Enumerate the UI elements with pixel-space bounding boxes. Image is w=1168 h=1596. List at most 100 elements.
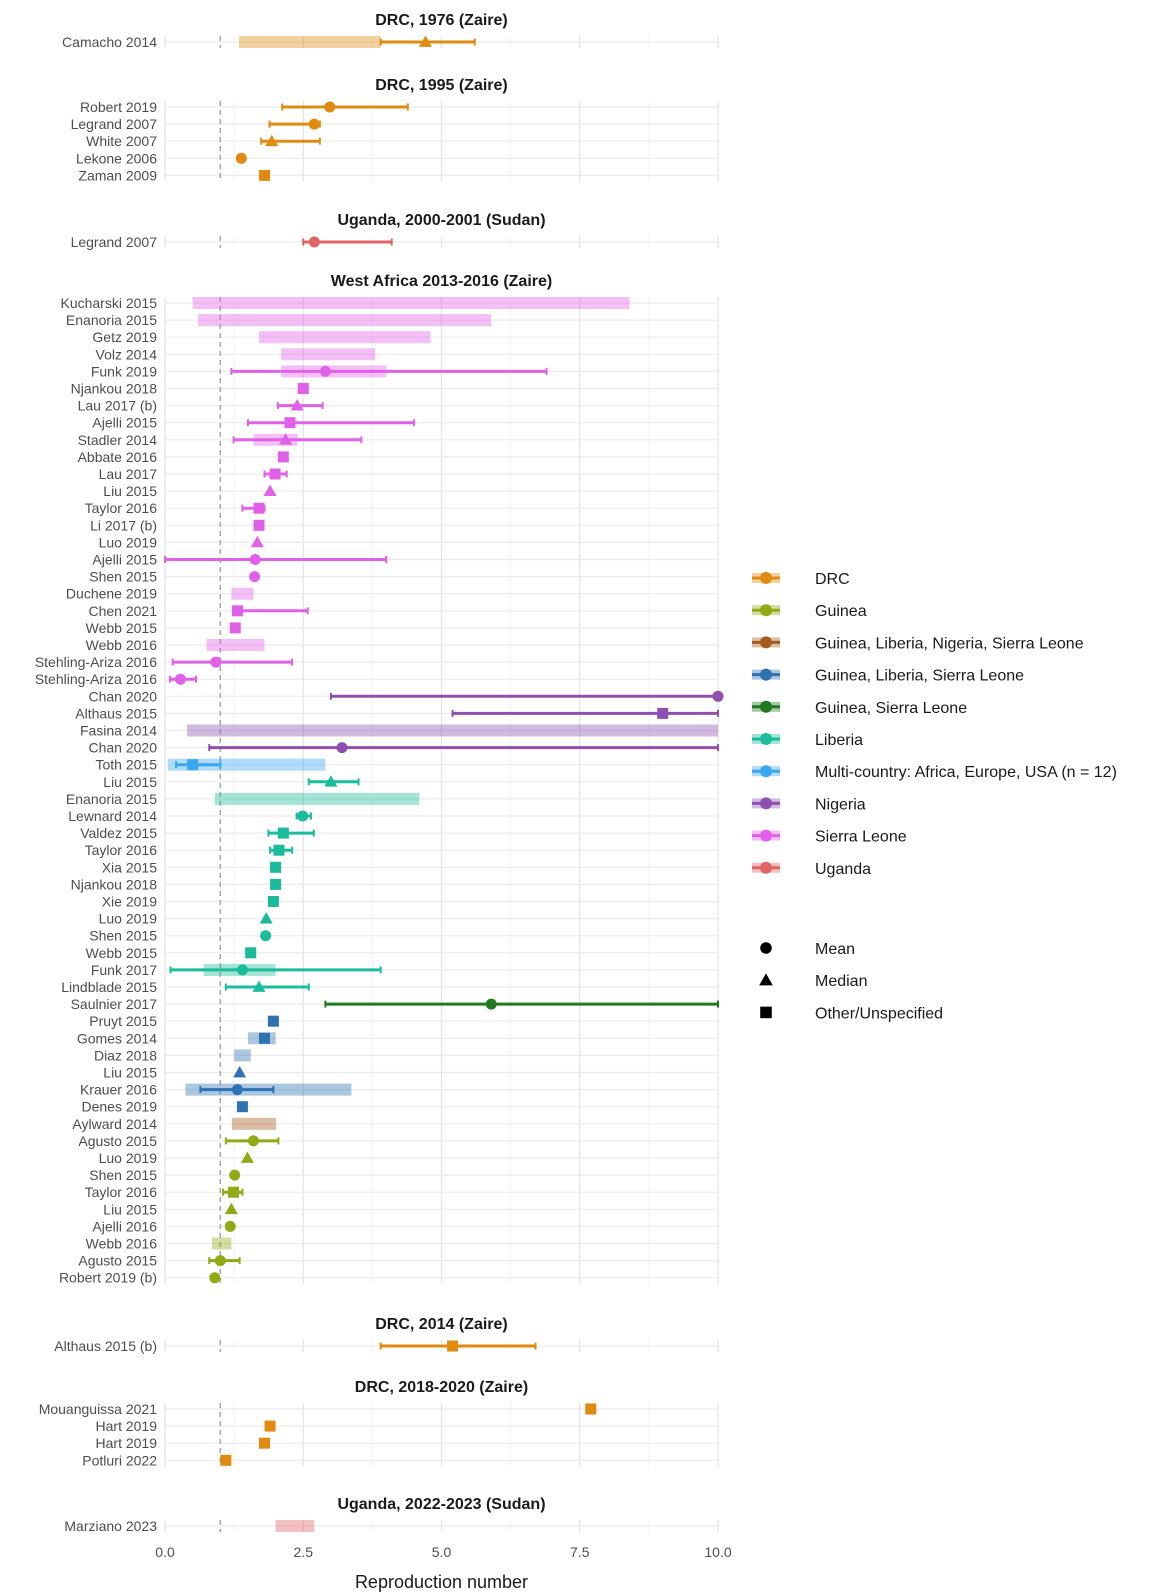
legend-shape-item: Mean [760,941,855,958]
point-estimate [233,1066,247,1078]
legend-item: Liberia [752,732,863,749]
point-estimate [259,1032,271,1044]
legend-label: Liberia [815,732,863,749]
range-bar [259,331,431,344]
point-estimate [252,980,266,992]
row-label: Taylor 2016 [85,1184,158,1200]
legend-item: Nigeria [752,796,866,813]
row-label: Althaus 2015 [75,705,157,721]
point-estimate [220,1454,232,1466]
panel-title: DRC, 2014 (Zaire) [375,1316,508,1333]
point-estimate [224,1220,236,1232]
row-label: Luo 2019 [99,1150,158,1166]
legend-marker-key [760,765,772,778]
legend-label: Uganda [815,861,871,878]
point-estimate [236,964,248,976]
legend-shape-circle [760,942,772,954]
range-bar [192,297,630,309]
range-bar [206,639,265,651]
x-tick-label: 5.0 [432,1544,452,1560]
x-tick-label: 10.0 [704,1544,731,1560]
row-label: Pruyt 2015 [89,1013,157,1029]
legend-marker-key [760,797,772,810]
range-bar [231,1117,277,1130]
row-label: Enanoria 2015 [66,791,157,807]
row-label: Taylor 2016 [85,500,158,516]
point-estimate [229,622,241,634]
range-bar [214,792,420,805]
point-estimate [485,998,497,1010]
row-label: Lau 2017 [99,466,158,482]
point-estimate [253,502,265,514]
row-label: Mouanguissa 2021 [39,1401,158,1417]
point-estimate [270,861,282,873]
point-estimate [264,1420,276,1432]
point-estimate [297,383,309,394]
point-estimate [247,1135,259,1147]
row-label: Althaus 2015 (b) [54,1338,157,1354]
point-estimate [284,417,296,429]
legend-item: Sierra Leone [752,829,907,846]
panel-5: DRC, 2018-2020 (Zaire)Mouanguissa 2021Ha… [39,1379,719,1468]
legend-shape-label: Median [815,973,867,990]
point-estimate [236,1101,248,1113]
row-label: Chen 2021 [88,603,157,619]
panel-title: DRC, 1976 (Zaire) [375,12,508,29]
point-estimate [263,484,277,496]
row-label: Funk 2017 [91,962,157,978]
point-estimate [273,844,285,856]
point-estimate [231,605,243,617]
row-label: Gomes 2014 [77,1030,157,1046]
row-label: Lau 2017 (b) [78,398,157,414]
row-label: Lewnard 2014 [68,808,157,824]
point-estimate [447,1340,459,1352]
point-estimate [336,742,348,754]
legend-marker-key [760,668,772,681]
row-label: Toth 2015 [96,757,158,773]
point-estimate [235,152,247,164]
row-label: Camacho 2014 [62,34,157,50]
row-label: Liu 2015 [103,1065,157,1081]
point-estimate [209,1272,221,1284]
panel-title: West Africa 2013-2016 (Zaire) [331,273,552,290]
point-estimate [585,1403,597,1415]
row-label: Luo 2019 [99,534,158,550]
row-label: Ajelli 2015 [92,552,157,568]
point-estimate [265,134,279,147]
legend-shape-item: Other/Unspecified [760,1005,943,1022]
row-label: Njankou 2018 [71,381,158,397]
row-label: Diaz 2018 [94,1047,157,1063]
point-estimate [174,673,186,685]
point-estimate [224,1202,238,1215]
row-label: Luo 2019 [99,911,158,927]
panel-title: DRC, 1995 (Zaire) [375,77,508,94]
x-tick-label: 0.0 [155,1544,175,1560]
row-label: Stehling-Ariza 2016 [35,654,157,670]
legend-item: Guinea, Liberia, Nigeria, Sierra Leone [752,635,1084,652]
row-label: Agusto 2015 [78,1133,157,1149]
row-label: Stehling-Ariza 2016 [35,671,157,687]
point-estimate [187,759,199,771]
legend-item: Guinea, Sierra Leone [752,700,967,717]
point-estimate [418,35,432,47]
legend-marker-key [760,604,772,617]
row-label: Shen 2015 [89,569,157,585]
point-estimate [308,118,320,130]
point-estimate [228,1186,240,1198]
panel-6: Uganda, 2022-2023 (Sudan) Marziano 2023 [64,1496,719,1534]
panel-3: West Africa 2013-2016 (Zaire) Kucharski 2… [35,273,724,1286]
panel-title: Uganda, 2000-2001 (Sudan) [337,212,545,229]
row-label: Webb 2015 [86,945,158,961]
point-estimate [214,1255,226,1267]
row-label: Enanoria 2015 [66,312,157,328]
legend-item: Multi-country: Africa, Europe, USA (n = … [752,764,1117,781]
legend-marker-key [760,733,772,745]
row-label: Denes 2019 [81,1099,157,1115]
range-bar [281,348,376,361]
legend-shape-label: Other/Unspecified [815,1005,943,1022]
row-label: Ajelli 2016 [92,1218,157,1234]
panels-layer: DRC, 1976 (Zaire) Camacho 2014 DRC, 1995 (… [35,12,724,1534]
row-label: Stadler 2014 [78,432,158,448]
row-label: Liu 2015 [103,774,157,790]
